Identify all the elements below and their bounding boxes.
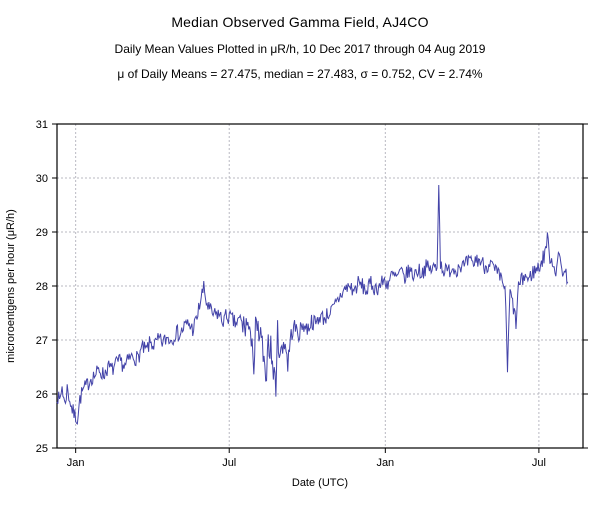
y-tick-label: 27 — [36, 335, 48, 347]
gamma-field-time-series-plot: 25 26 27 28 29 30 31 Jan Jul Jan Jul Date (UTC) micr… — [5, 119, 588, 489]
y-tick-label: 28 — [36, 281, 48, 293]
y-tick-label: 25 — [36, 443, 48, 455]
x-axis-label: Date (UTC) — [292, 477, 348, 489]
y-tick-label: 26 — [36, 389, 48, 401]
y-tick-label: 31 — [36, 119, 48, 131]
chart-stats-line: μ of Daily Means = 27.475, median = 27.4… — [117, 67, 483, 81]
chart-area: 25 26 27 28 29 30 31 Jan Jul Jan Jul Date (UTC) micr… — [0, 112, 600, 510]
x-tick-label: Jul — [222, 457, 236, 469]
data-line — [56, 185, 569, 425]
y-tick-label: 29 — [36, 227, 48, 239]
y-tick-label: 30 — [36, 173, 48, 185]
plot-border — [56, 123, 584, 449]
y-axis-label: microroentgens per hour (μR/h) — [5, 209, 17, 363]
x-tick-label: Jul — [532, 457, 546, 469]
chart-subtitle: Daily Mean Values Plotted in μR/h, 10 De… — [114, 42, 486, 56]
chart-title: Median Observed Gamma Field, AJ4CO — [171, 14, 429, 30]
x-tick-label: Jan — [67, 457, 85, 469]
x-tick-label: Jan — [376, 457, 394, 469]
